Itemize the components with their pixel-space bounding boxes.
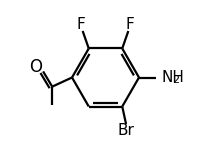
Text: F: F [77, 17, 85, 32]
Text: O: O [29, 58, 42, 76]
Text: NH: NH [162, 70, 185, 84]
Text: 2: 2 [172, 75, 180, 85]
Text: F: F [126, 17, 134, 32]
Text: Br: Br [118, 123, 134, 138]
